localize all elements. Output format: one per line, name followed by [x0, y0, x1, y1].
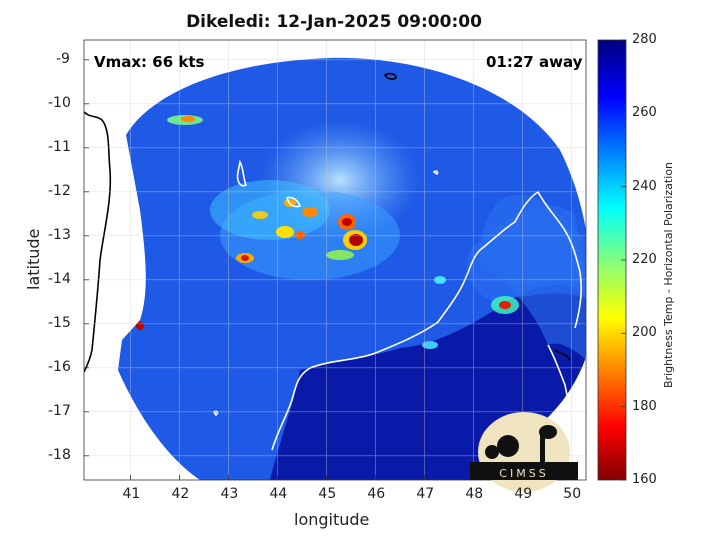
coast-madagascar [271, 190, 582, 451]
y-tick-label: -18 [48, 446, 71, 463]
y-tick-label: -12 [48, 182, 71, 199]
colorbar-tick-label: 160 [632, 472, 657, 487]
coast-islands-3 [383, 72, 397, 80]
y-tick-label: -13 [48, 226, 71, 243]
coast-mozambique-channel [554, 349, 571, 361]
x-tick-label: 47 [416, 486, 435, 502]
colorbar-tick-label: 280 [632, 32, 657, 47]
y-tick-label: -16 [48, 358, 71, 375]
plot-frame [83, 39, 587, 481]
x-tick-label: 43 [220, 486, 239, 502]
figure-title: Dikeledi: 12-Jan-2025 09:00:00 [186, 12, 482, 32]
x-tick-label: 41 [122, 486, 141, 502]
colorbar-tick-label: 180 [632, 398, 657, 414]
x-tick-label: 44 [269, 486, 288, 502]
colorbar-tick-label: 200 [632, 325, 657, 341]
colorbar-tick-label: 260 [632, 105, 657, 121]
x-tick-label: 48 [465, 486, 484, 502]
colorbar-tick-label: 220 [632, 252, 657, 267]
x-axis-label: longitude [294, 510, 370, 529]
coast-islands-1 [236, 159, 248, 187]
x-tick-label: 46 [367, 486, 386, 502]
y-tick-label: -11 [48, 138, 71, 155]
time-away-annotation: 01:27 away [486, 53, 583, 71]
y-tick-label: -9 [56, 50, 70, 67]
y-tick-label: -15 [48, 314, 71, 331]
cimss-logo: CIMSS [470, 412, 578, 492]
coast-africa [84, 111, 112, 373]
coast-islands-2 [286, 196, 302, 208]
x-tick-label: 50 [563, 486, 582, 502]
colorbar-tick-label: 240 [632, 178, 657, 194]
y-tick-label: -10 [48, 94, 71, 111]
colorbar-ticks [621, 39, 626, 481]
x-tick-label: 45 [318, 486, 337, 502]
y-tick-label: -14 [48, 270, 71, 287]
colorbar-label: Brightness Temp - Horizontal Polarizatio… [662, 162, 675, 388]
logo-text: CIMSS [499, 467, 548, 480]
vmax-annotation: Vmax: 66 kts [94, 53, 205, 71]
y-axis-label: latitude [24, 228, 43, 290]
rainband-west [210, 180, 330, 240]
y-tick-label: -17 [48, 402, 71, 419]
x-tick-label: 42 [171, 486, 190, 502]
coast-islands-5 [432, 170, 439, 176]
gridlines [84, 40, 586, 480]
x-tick-label: 49 [514, 486, 533, 502]
